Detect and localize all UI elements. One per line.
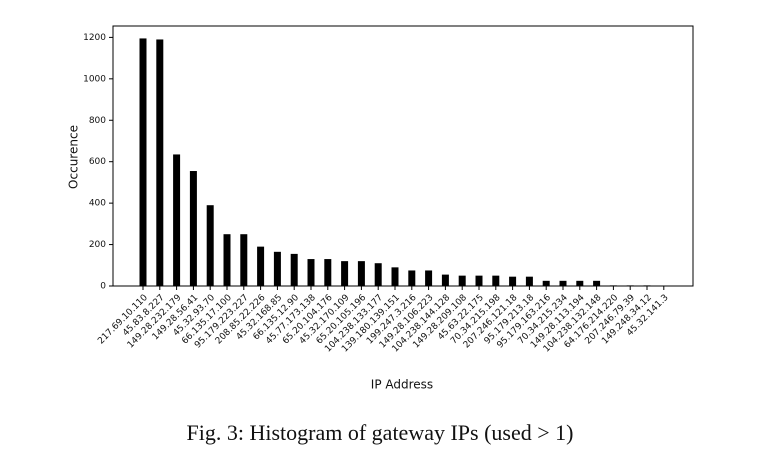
bar (223, 234, 231, 286)
bar (206, 205, 214, 286)
y-tick-label: 1200 (83, 33, 106, 43)
bar (374, 263, 382, 286)
bar (173, 154, 181, 286)
bar (240, 234, 248, 286)
plot-frame (112, 25, 694, 287)
y-tick-label: 200 (89, 240, 106, 250)
bar (273, 251, 281, 286)
y-tick-label: 0 (100, 282, 106, 292)
bar (509, 276, 517, 286)
bar (408, 270, 416, 286)
bar (391, 267, 399, 286)
y-tick-label: 400 (89, 199, 106, 209)
y-axis-label: Occurence (67, 125, 81, 189)
bar (290, 253, 298, 286)
y-tick-label: 600 (89, 157, 106, 167)
bar (139, 38, 147, 286)
bar (156, 39, 164, 286)
bar (643, 285, 651, 286)
x-axis-label: IP Address (371, 378, 433, 392)
bar (542, 280, 550, 286)
bar (525, 276, 533, 286)
bar (357, 261, 365, 286)
y-tick-label: 1000 (83, 74, 106, 84)
bar (441, 274, 449, 286)
bar (341, 261, 349, 286)
caption: Fig. 3: Histogram of gateway IPs (used >… (187, 420, 574, 445)
y-tick-label: 800 (89, 116, 106, 126)
bar (324, 259, 332, 286)
bar (593, 280, 601, 286)
bar (257, 246, 265, 286)
bar (458, 275, 466, 286)
bar (576, 280, 584, 286)
bar (475, 275, 483, 286)
bar (307, 259, 315, 286)
bar (425, 270, 433, 286)
bar (609, 285, 617, 286)
bar (626, 285, 634, 286)
bar (492, 275, 500, 286)
bar (559, 280, 567, 286)
bar (189, 171, 197, 286)
